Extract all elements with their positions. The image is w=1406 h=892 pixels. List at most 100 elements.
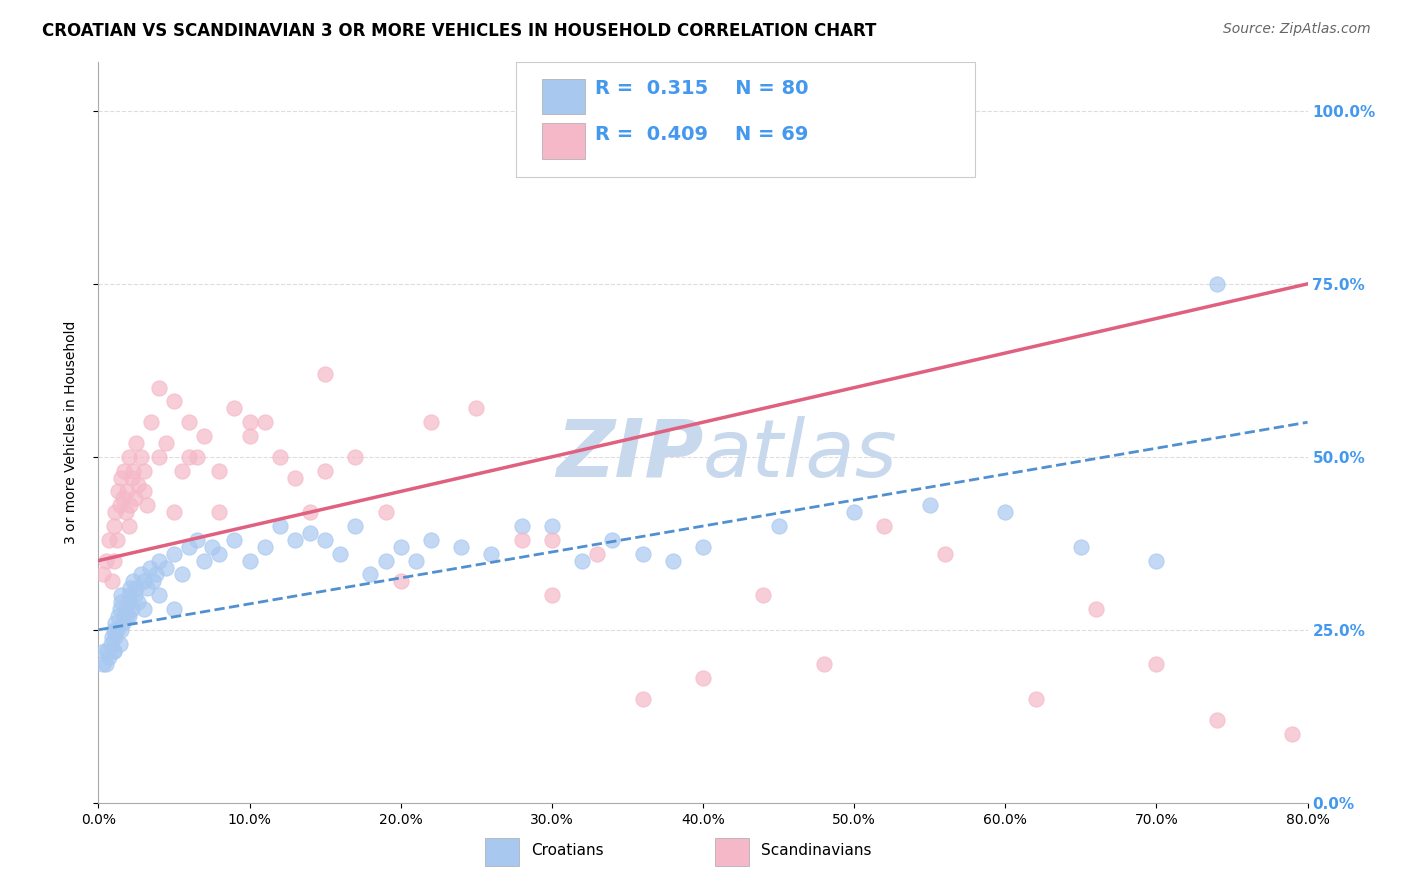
Point (344, 519, 367, 533)
Point (1206, 713, 1229, 727)
Point (631, 547, 654, 561)
Point (299, 525, 322, 540)
Point (135, 582, 157, 596)
Point (108, 637, 131, 651)
Point (103, 643, 125, 657)
Point (121, 470, 143, 484)
Point (101, 574, 124, 589)
Point (510, 533, 533, 547)
Point (208, 464, 231, 478)
Point (107, 484, 129, 499)
Point (239, 429, 262, 443)
Point (163, 394, 186, 409)
Point (602, 533, 624, 547)
Point (389, 574, 412, 589)
Point (179, 450, 201, 464)
Point (179, 540, 201, 554)
Point (360, 567, 382, 582)
Point (299, 505, 322, 519)
Point (631, 692, 654, 706)
Point (465, 401, 488, 416)
Point (148, 588, 170, 602)
Point (155, 560, 177, 574)
Point (132, 574, 155, 589)
Point (692, 540, 714, 554)
Point (98, 533, 121, 547)
Point (269, 450, 291, 464)
Point (661, 554, 683, 568)
Point (110, 588, 132, 602)
Text: Scandinavians: Scandinavians (761, 844, 872, 858)
Point (239, 554, 262, 568)
Point (94, 657, 117, 672)
Point (208, 547, 231, 561)
Point (135, 498, 157, 512)
Point (224, 533, 246, 547)
Point (108, 498, 131, 512)
FancyBboxPatch shape (485, 838, 519, 866)
Point (752, 588, 775, 602)
Point (112, 609, 135, 624)
Point (586, 547, 609, 561)
Point (193, 554, 215, 568)
Point (129, 567, 152, 582)
Point (481, 547, 503, 561)
Point (125, 436, 148, 450)
Point (118, 450, 141, 464)
Point (208, 505, 231, 519)
Point (1085, 602, 1108, 616)
Point (101, 630, 124, 644)
Point (918, 498, 941, 512)
Point (103, 643, 125, 657)
Point (148, 381, 170, 395)
Point (389, 540, 412, 554)
Point (111, 491, 134, 506)
Point (91, 657, 114, 672)
Point (148, 450, 170, 464)
Point (1070, 540, 1092, 554)
Point (186, 533, 208, 547)
Point (1146, 554, 1168, 568)
Point (540, 533, 562, 547)
Point (155, 436, 177, 450)
Point (170, 464, 193, 478)
Point (114, 505, 136, 519)
Point (314, 464, 336, 478)
Point (124, 491, 146, 506)
Point (163, 547, 186, 561)
Point (108, 602, 131, 616)
Text: R =  0.315    N = 80: R = 0.315 N = 80 (595, 79, 808, 98)
Point (768, 519, 790, 533)
Point (112, 464, 135, 478)
Point (94, 554, 117, 568)
Point (139, 560, 162, 574)
Point (110, 595, 132, 609)
Point (96, 643, 118, 657)
Point (93, 643, 115, 657)
Point (994, 505, 1017, 519)
Point (114, 602, 136, 616)
FancyBboxPatch shape (716, 838, 749, 866)
Text: Source: ZipAtlas.com: Source: ZipAtlas.com (1223, 22, 1371, 37)
Point (344, 450, 367, 464)
Point (284, 470, 307, 484)
Point (115, 609, 138, 624)
Point (100, 637, 122, 651)
Point (107, 609, 129, 624)
Point (122, 574, 145, 589)
Point (571, 554, 593, 568)
Point (104, 615, 127, 630)
Point (934, 547, 956, 561)
Point (186, 450, 208, 464)
Point (98, 650, 121, 665)
Point (170, 567, 193, 582)
Text: R =  0.409    N = 69: R = 0.409 N = 69 (595, 126, 808, 145)
Text: Croatians: Croatians (531, 844, 605, 858)
Point (132, 464, 155, 478)
Point (284, 533, 307, 547)
Point (179, 415, 201, 429)
Point (120, 498, 142, 512)
Point (129, 450, 152, 464)
Point (540, 519, 562, 533)
Point (110, 470, 132, 484)
